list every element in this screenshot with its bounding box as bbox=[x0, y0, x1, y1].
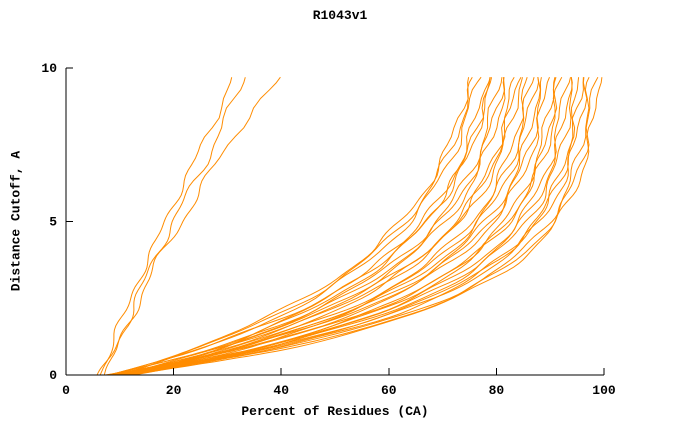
curve bbox=[117, 77, 550, 375]
curve bbox=[123, 76, 590, 375]
x-tick-label: 0 bbox=[62, 383, 70, 398]
x-tick-label: 100 bbox=[592, 383, 616, 398]
x-tick-label: 40 bbox=[273, 383, 289, 398]
curve bbox=[126, 77, 539, 375]
curve bbox=[126, 77, 506, 375]
x-tick-label: 60 bbox=[381, 383, 397, 398]
x-axis-label: Percent of Residues (CA) bbox=[241, 404, 429, 419]
tick-labels: 0 20 40 60 80 100 0 5 10 bbox=[41, 61, 616, 398]
y-tick-label: 0 bbox=[49, 368, 57, 383]
curve bbox=[105, 77, 584, 375]
y-tick-label: 10 bbox=[41, 61, 57, 76]
curve bbox=[112, 77, 571, 375]
curve bbox=[129, 77, 603, 375]
curve bbox=[120, 76, 482, 375]
x-tick-label: 20 bbox=[166, 383, 182, 398]
chart-title: R1043v1 bbox=[312, 8, 368, 23]
x-tick-label: 80 bbox=[489, 383, 505, 398]
axes bbox=[65, 67, 605, 376]
y-axis-label: Distance Cutoff, A bbox=[8, 150, 24, 292]
curve bbox=[103, 76, 281, 375]
curve bbox=[96, 77, 246, 375]
model-curves bbox=[96, 76, 603, 375]
y-tick-label: 5 bbox=[49, 215, 57, 230]
curve bbox=[123, 77, 528, 375]
curve bbox=[111, 76, 563, 375]
curve bbox=[125, 76, 599, 375]
curve bbox=[115, 77, 588, 375]
curve bbox=[110, 77, 493, 375]
curve bbox=[115, 77, 523, 375]
curve bbox=[115, 77, 542, 375]
curve bbox=[99, 77, 233, 375]
curve bbox=[118, 76, 473, 375]
curve bbox=[107, 76, 522, 375]
